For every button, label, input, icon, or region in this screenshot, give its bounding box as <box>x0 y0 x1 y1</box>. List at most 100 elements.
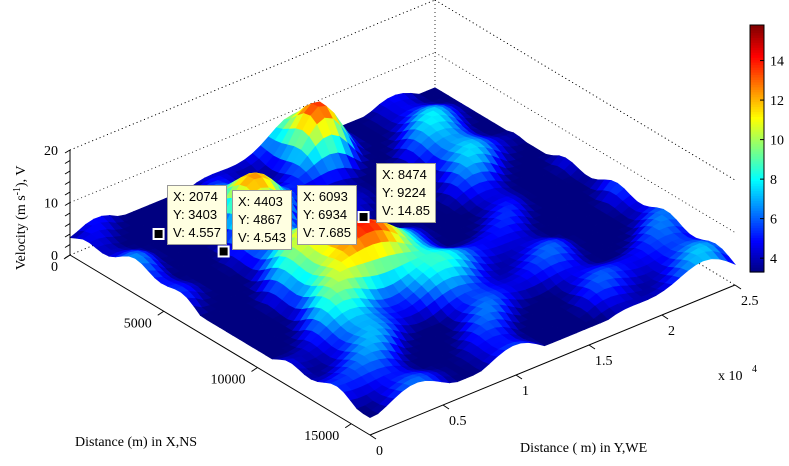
z-minor-tick <box>64 170 71 175</box>
z-minor-tick <box>64 223 71 227</box>
colorbar-segment <box>750 121 764 125</box>
z-tick-label: 20 <box>44 144 58 159</box>
colorbar-segment <box>750 195 764 199</box>
colorbar-segment <box>750 168 764 172</box>
colorbar-segment <box>750 197 764 201</box>
colorbar-segment <box>750 37 764 41</box>
colorbar-segment <box>750 111 764 115</box>
colorbar-segment <box>750 101 764 105</box>
colorbar-segment <box>750 259 764 263</box>
colorbar-segment <box>750 237 764 241</box>
z-minor-tick <box>64 181 71 185</box>
colorbar-segment <box>750 163 764 167</box>
colorbar-tick-label: 14 <box>770 55 784 70</box>
colorbar-segment <box>750 74 764 78</box>
z-minor-tick <box>64 191 71 196</box>
x-tick-mark <box>157 310 165 316</box>
datatip-x: X: 6093 <box>303 189 348 204</box>
colorbar-segment <box>750 91 764 95</box>
colorbar-segment <box>750 269 764 273</box>
colorbar-segment <box>750 113 764 117</box>
datatip-1[interactable]: X: 2074 Y: 3403 V: 4.557 <box>167 185 227 245</box>
datatip-v: V: 4.557 <box>173 225 221 240</box>
colorbar-segment <box>750 57 764 61</box>
colorbar-segment <box>750 155 764 159</box>
colorbar-segment <box>750 141 764 145</box>
colorbar-segment <box>750 212 764 216</box>
colorbar-segment <box>750 52 764 56</box>
colorbar-segment <box>750 104 764 108</box>
colorbar-segment <box>750 190 764 194</box>
colorbar-segment <box>750 39 764 43</box>
colorbar-segment <box>750 160 764 164</box>
datatip-4[interactable]: X: 8474 Y: 9224 V: 14.85 <box>376 163 436 223</box>
colorbar-segment <box>750 42 764 46</box>
x-tick-label: 0 <box>51 260 58 275</box>
y-axis-line <box>369 284 736 436</box>
y-tick-label: 2.5 <box>741 294 759 309</box>
colorbar-segment <box>750 29 764 34</box>
colorbar-segment <box>750 173 764 177</box>
colorbar-segment <box>750 44 764 48</box>
colorbar-segment <box>750 170 764 174</box>
z-tick-label: 10 <box>44 197 58 212</box>
colorbar-segment <box>750 222 764 226</box>
z-minor-tick <box>64 254 71 259</box>
colorbar-segment <box>750 153 764 157</box>
z-minor-tick <box>64 149 71 154</box>
datatip-2[interactable]: X: 4403 Y: 4867 V: 4.543 <box>232 190 292 250</box>
colorbar-segment <box>750 71 764 75</box>
y-tick-mark <box>442 404 450 410</box>
colorbar-segment <box>750 81 764 85</box>
colorbar-segment <box>750 225 764 229</box>
colorbar-segment <box>750 96 764 100</box>
surface-patch <box>362 410 379 419</box>
colorbar-tick-label: 4 <box>770 252 777 267</box>
x-axis-label: Distance (m) in X,NS <box>75 435 197 450</box>
y-tick-label: 1 <box>522 384 529 399</box>
z-minor-tick <box>64 160 71 164</box>
colorbar-segment <box>750 230 764 234</box>
colorbar-tick-label: 10 <box>770 134 784 149</box>
colorbar-segment <box>750 205 764 209</box>
colorbar-segment <box>750 254 764 258</box>
colorbar-segment <box>750 47 764 51</box>
colorbar-segment <box>750 175 764 179</box>
z-gridline <box>69 52 436 203</box>
colorbar-segment <box>750 242 764 246</box>
colorbar-segment <box>750 62 764 66</box>
datatip-y: Y: 6934 <box>303 207 348 222</box>
colorbar-segment <box>750 89 764 93</box>
colorbar-segment <box>750 128 764 132</box>
datatip-3[interactable]: X: 6093 Y: 6934 V: 7.685 <box>297 185 357 245</box>
colorbar-segment <box>750 202 764 206</box>
y-axis-multiplier: x 10 <box>718 369 743 384</box>
colorbar-tick-label: 12 <box>770 94 784 109</box>
y-tick-label: 0 <box>376 444 383 459</box>
colorbar <box>749 24 765 273</box>
y-tick-mark <box>515 374 523 380</box>
colorbar-segment <box>750 131 764 135</box>
colorbar-segment <box>750 59 764 63</box>
colorbar-segment <box>750 220 764 224</box>
colorbar-segment <box>750 252 764 256</box>
colorbar-segment <box>750 210 764 214</box>
colorbar-segment <box>750 264 764 268</box>
colorbar-segment <box>750 118 764 122</box>
colorbar-segment <box>750 178 764 182</box>
colorbar-segment <box>750 76 764 80</box>
colorbar-segment <box>750 126 764 130</box>
y-tick-mark <box>369 434 377 440</box>
colorbar-segment <box>750 94 764 98</box>
colorbar-segment <box>750 106 764 110</box>
datatip-x: X: 2074 <box>173 189 218 204</box>
colorbar-segment <box>750 25 764 29</box>
colorbar-segment <box>750 84 764 88</box>
colorbar-segment <box>750 49 764 53</box>
colorbar-segment <box>750 86 764 90</box>
colorbar-segment <box>750 54 764 58</box>
colorbar-tick-label: 6 <box>770 213 777 228</box>
colorbar-segment <box>750 69 764 73</box>
